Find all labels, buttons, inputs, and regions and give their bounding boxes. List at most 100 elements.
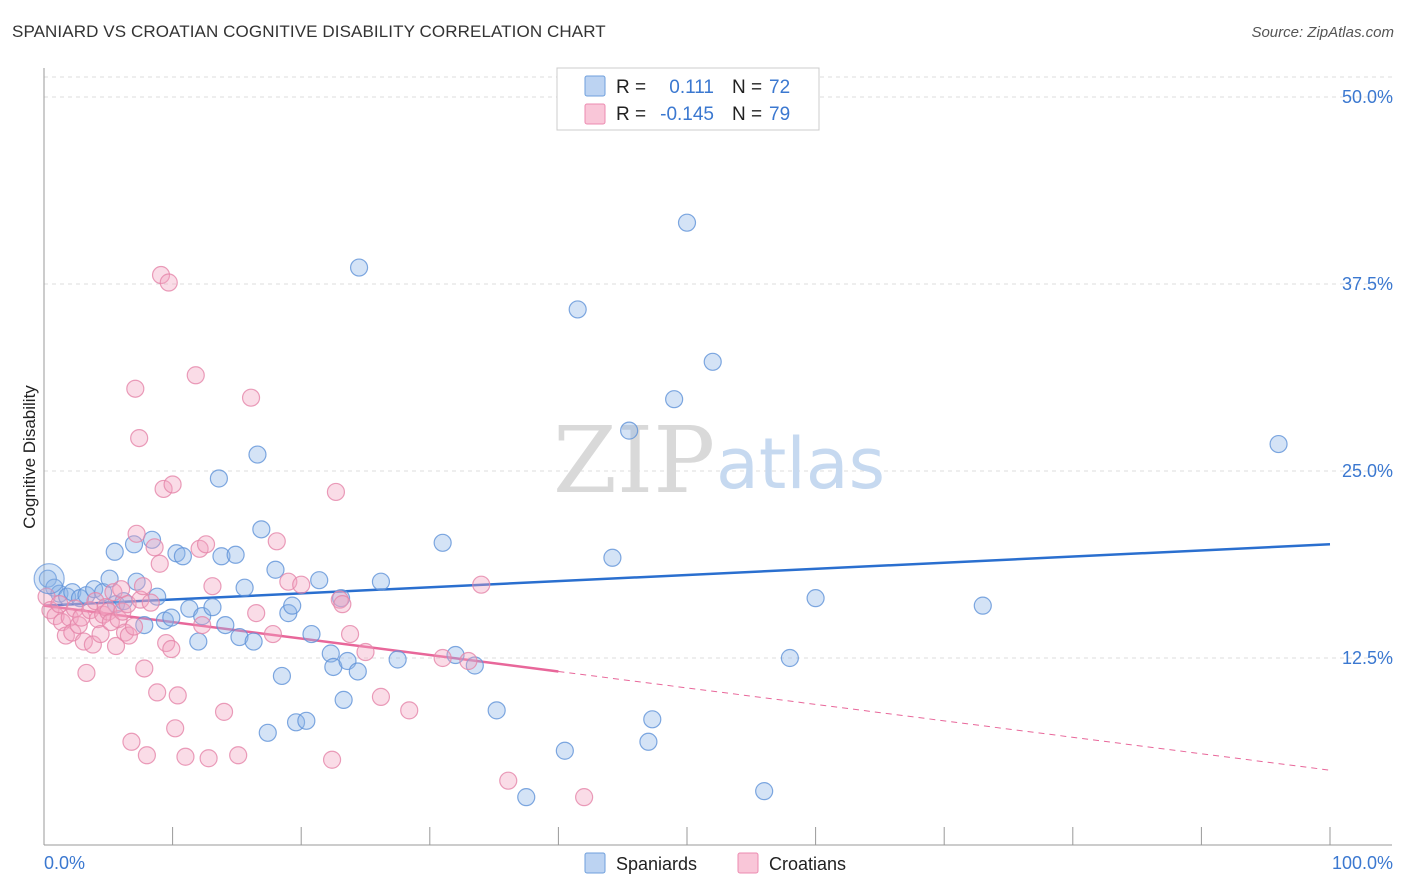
data-point-spaniards <box>348 662 367 681</box>
data-point-croatians <box>229 746 248 765</box>
chart-title: SPANIARD VS CROATIAN COGNITIVE DISABILIT… <box>12 22 606 41</box>
data-point-croatians <box>119 626 138 645</box>
trend-line-croatians-extrapolated <box>558 670 1331 771</box>
bottom-legend: Spaniards Croatians <box>584 852 846 874</box>
data-point-spaniards <box>780 648 799 668</box>
legend: R = 0.111 N = 72 R = -0.145 N = 79 <box>556 67 820 131</box>
data-point-croatians <box>137 746 156 765</box>
legend-r-value-croatians: -0.145 <box>660 104 714 125</box>
data-point-spaniards <box>310 571 329 590</box>
data-point-spaniards <box>189 632 208 651</box>
data-point-spaniards <box>643 710 662 729</box>
data-point-croatians <box>86 592 105 611</box>
data-point-croatians <box>292 575 311 594</box>
bottom-legend-swatch-spaniards <box>584 852 606 874</box>
data-point-croatians <box>168 686 187 705</box>
data-point-croatians <box>151 265 171 285</box>
data-point-croatians <box>433 648 452 668</box>
watermark-atlas: atlas <box>716 423 885 505</box>
data-point-spaniards <box>334 690 353 709</box>
watermark-zip: ZIP <box>553 407 715 514</box>
data-point-croatians <box>400 701 419 720</box>
data-point-croatians <box>122 732 141 751</box>
data-point-spaniards <box>226 545 245 564</box>
data-point-spaniards <box>433 533 452 552</box>
data-point-croatians <box>130 428 149 448</box>
data-point-spaniards <box>244 632 263 651</box>
data-point-spaniards <box>272 666 292 686</box>
data-point-croatians <box>99 602 118 621</box>
data-point-spaniards <box>620 421 639 440</box>
data-point-croatians <box>150 554 169 573</box>
data-point-spaniards <box>603 548 622 567</box>
y-axis-title: Cognitive Disability <box>20 385 39 529</box>
chart-source: Source: ZipAtlas.com <box>1251 24 1394 41</box>
data-point-croatians <box>575 788 594 807</box>
data-point-croatians <box>322 750 342 769</box>
data-point-spaniards <box>216 615 235 635</box>
trend-line-spaniards <box>43 543 1331 607</box>
data-point-spaniards <box>1269 434 1288 454</box>
data-point-croatians <box>196 535 216 554</box>
data-point-spaniards <box>235 578 254 597</box>
data-point-croatians <box>126 379 145 398</box>
data-point-croatians <box>141 593 160 612</box>
data-point-croatians <box>163 475 182 494</box>
data-point-croatians <box>472 575 491 594</box>
data-point-spaniards <box>487 701 506 720</box>
data-point-croatians <box>241 388 261 407</box>
data-point-spaniards <box>124 535 144 554</box>
data-point-spaniards <box>755 782 774 801</box>
data-point-croatians <box>371 687 391 706</box>
data-point-croatians <box>186 366 205 385</box>
data-point-croatians <box>247 604 266 623</box>
data-point-spaniards <box>703 352 722 371</box>
data-point-croatians <box>176 747 195 766</box>
data-point-spaniards <box>665 390 684 409</box>
y-tick-label: 12.5% <box>1342 648 1393 668</box>
legend-swatch-croatians <box>584 103 606 125</box>
data-point-croatians <box>124 617 144 636</box>
y-tick-label: 50.0% <box>1342 87 1393 107</box>
legend-swatch-spaniards <box>584 75 606 97</box>
trend-lines <box>43 543 1331 771</box>
data-point-spaniards <box>283 596 302 615</box>
legend-n-label-croatians: N = <box>732 104 762 125</box>
data-point-spaniards <box>677 213 697 232</box>
legend-r-label-spaniards: R = <box>616 77 646 98</box>
data-point-croatians <box>145 538 164 557</box>
watermark: ZIP atlas <box>553 407 885 514</box>
data-point-croatians <box>91 624 110 644</box>
data-point-spaniards <box>142 530 162 549</box>
data-point-spaniards <box>173 547 192 566</box>
data-point-spaniards <box>568 300 587 319</box>
y-tick-label: 37.5% <box>1342 274 1393 294</box>
data-point-spaniards <box>203 598 222 617</box>
data-point-spaniards <box>371 572 391 591</box>
data-point-croatians <box>459 651 478 671</box>
data-point-croatians <box>112 580 131 599</box>
data-point-spaniards <box>302 624 321 644</box>
legend-r-label-croatians: R = <box>616 104 646 125</box>
data-point-croatians <box>356 642 375 662</box>
data-point-croatians <box>154 479 173 499</box>
data-point-croatians <box>199 749 218 768</box>
data-point-croatians <box>203 577 222 596</box>
data-point-croatians <box>267 532 286 551</box>
legend-n-value-croatians: 79 <box>769 104 790 125</box>
data-point-croatians <box>214 702 234 721</box>
legend-n-label-spaniards: N = <box>732 77 762 98</box>
data-point-spaniards <box>162 608 181 627</box>
data-point-spaniards <box>230 627 249 647</box>
data-point-croatians <box>127 524 146 543</box>
data-point-croatians <box>159 273 178 292</box>
data-point-spaniards <box>973 596 992 615</box>
axes: 12.5% 25.0% 37.5% 50.0% 0.0% 100.0% <box>43 68 1393 873</box>
data-point-spaniards <box>388 650 407 669</box>
data-point-spaniards <box>639 732 658 751</box>
legend-n-value-spaniards: 72 <box>769 77 790 98</box>
data-point-croatians <box>131 590 150 609</box>
data-points <box>33 213 1288 807</box>
data-point-croatians <box>499 771 518 790</box>
